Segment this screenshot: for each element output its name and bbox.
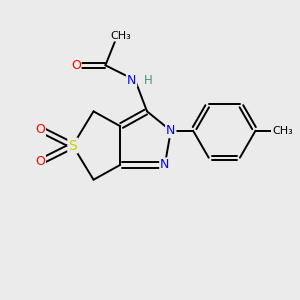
Text: N: N [160,158,170,171]
Text: O: O [35,123,45,136]
Text: CH₃: CH₃ [272,126,292,136]
Text: O: O [71,59,81,72]
Text: S: S [68,139,77,152]
Text: N: N [127,74,136,87]
Text: H: H [143,74,152,87]
Text: N: N [166,124,176,137]
Text: CH₃: CH₃ [110,31,131,40]
Text: O: O [35,155,45,168]
